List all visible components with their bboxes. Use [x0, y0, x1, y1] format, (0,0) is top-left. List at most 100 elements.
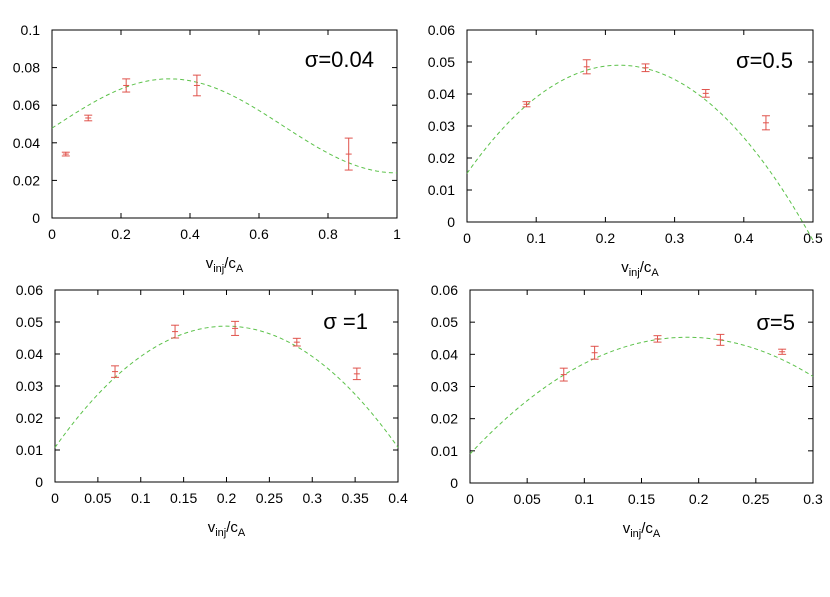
data-point [522, 101, 531, 108]
x-axis-label-base: v [621, 259, 629, 276]
x-axis-label: vinj/cA [208, 519, 246, 539]
x-axis-label: vinj/cA [623, 520, 661, 540]
y-tick-label: 0.01 [16, 442, 43, 458]
x-tick-label: 0.2 [596, 230, 616, 246]
y-tick-label: 0.01 [428, 182, 455, 198]
y-tick-label: 0 [447, 214, 455, 230]
y-tick-label: 0.02 [431, 411, 458, 427]
x-axis-label-base: v [208, 519, 216, 536]
x-axis-label-sub: inj [629, 267, 640, 279]
x-tick-label: 0.3 [665, 230, 685, 246]
x-tick-label: 0.6 [249, 226, 269, 242]
x-tick-label: 0.4 [388, 490, 408, 506]
x-tick-label: 0.35 [342, 490, 369, 506]
x-axis-label: vinj/cA [621, 259, 659, 279]
data-point [352, 367, 361, 381]
x-tick-label: 0.1 [131, 490, 151, 506]
y-tick-label: 0.04 [16, 346, 43, 362]
fit-curve [54, 325, 399, 448]
x-axis-label-mid: /c [224, 255, 236, 272]
x-tick-label: 0 [466, 491, 474, 507]
fit-curve [466, 64, 814, 241]
data-point [716, 333, 725, 346]
y-tick-label: 0.02 [16, 410, 43, 426]
x-tick-label: 0.2 [111, 226, 131, 242]
y-tick-label: 0.02 [13, 172, 40, 188]
x-tick-label: 0.5 [803, 230, 823, 246]
x-tick-label: 0.25 [256, 490, 283, 506]
x-axis-label-sub: inj [630, 528, 641, 540]
data-point [761, 115, 770, 131]
y-tick-label: 0.06 [13, 97, 40, 113]
sigma-annotation: σ =1 [323, 309, 368, 334]
x-tick-label: 0.15 [628, 491, 655, 507]
x-tick-label: 0.25 [742, 491, 769, 507]
x-axis-label-mid: /c [226, 519, 238, 536]
x-tick-label: 0.2 [217, 490, 237, 506]
data-point [122, 78, 131, 93]
sigma-annotation: σ=5 [756, 310, 795, 335]
y-tick-label: 0.01 [431, 443, 458, 459]
y-tick-label: 0.04 [13, 135, 40, 151]
x-axis-label-base: v [206, 255, 214, 272]
panel-2: 0 0.1 0.2 0.3 0.4 0.5 0 0.01 0.02 0.03 0.04 0.05 0.0… [428, 22, 823, 279]
panel-4: 0 0.05 0.1 0.15 0.2 0.25 0.3 0 0.01 0.02 0.03 0.04 0… [431, 282, 823, 540]
y-tick-label: 0.05 [431, 314, 458, 330]
fit-curve [469, 336, 814, 455]
x-tick-label: 0.05 [84, 490, 111, 506]
y-tick-label: 0.02 [428, 150, 455, 166]
data-point [61, 151, 70, 157]
y-tick-label: 0.05 [16, 314, 43, 330]
x-tick-label: 0 [51, 490, 59, 506]
data-point [778, 348, 787, 355]
panel-3: 0 0.05 0.1 0.15 0.2 0.25 0.3 0.35 0.4 0 0.01 0.02 0.… [16, 282, 408, 539]
panel-1: 0 0.2 0.4 0.6 0.8 1 0 0.02 0.04 0.06 0.08 0.1 σ=0.04… [13, 22, 401, 275]
y-tick-label: 0.03 [16, 378, 43, 394]
y-tick-label: 0.1 [21, 22, 41, 38]
x-tick-label: 0.3 [303, 490, 323, 506]
data-point [292, 337, 301, 347]
data-point [701, 89, 710, 98]
data-point [641, 63, 650, 73]
x-axis-label: vinj/cA [206, 255, 244, 275]
data-point [344, 137, 353, 171]
x-tick-label: 0 [463, 230, 471, 246]
data-point [84, 114, 93, 122]
x-tick-label: 0.1 [575, 491, 595, 507]
data-point [582, 59, 591, 75]
data-point [653, 335, 662, 343]
y-tick-label: 0.04 [431, 346, 458, 362]
data-point [111, 365, 120, 378]
data-point [231, 320, 240, 336]
x-axis-label-sub2: A [236, 263, 244, 275]
x-tick-label: 0.4 [180, 226, 200, 242]
x-axis-label-sub: inj [213, 263, 224, 275]
x-tick-label: 0 [48, 226, 56, 242]
x-axis-label-base: v [623, 520, 631, 537]
y-tick-label: 0 [450, 475, 458, 491]
data-point [590, 345, 599, 360]
fit-curve [51, 78, 398, 174]
y-tick-label: 0.03 [428, 118, 455, 134]
x-tick-label: 0.4 [734, 230, 754, 246]
x-axis-label-mid: /c [640, 259, 652, 276]
x-tick-label: 0.8 [318, 226, 338, 242]
sigma-annotation: σ=0.5 [736, 48, 793, 73]
x-tick-label: 0.05 [514, 491, 541, 507]
y-tick-label: 0 [32, 210, 40, 226]
y-tick-label: 0.05 [428, 54, 455, 70]
x-axis-label-sub2: A [238, 527, 246, 539]
x-axis-label-mid: /c [641, 520, 653, 537]
y-tick-label: 0 [35, 474, 43, 490]
plot-frame [51, 29, 398, 219]
x-axis-label-sub2: A [653, 528, 661, 540]
data-point [171, 324, 180, 339]
y-tick-label: 0.04 [428, 86, 455, 102]
x-axis-label-sub: inj [215, 527, 226, 539]
x-tick-label: 0.1 [526, 230, 546, 246]
x-axis-label-sub2: A [651, 267, 659, 279]
data-point [192, 74, 201, 97]
y-tick-label: 0.06 [16, 282, 43, 298]
data-point [559, 367, 568, 382]
